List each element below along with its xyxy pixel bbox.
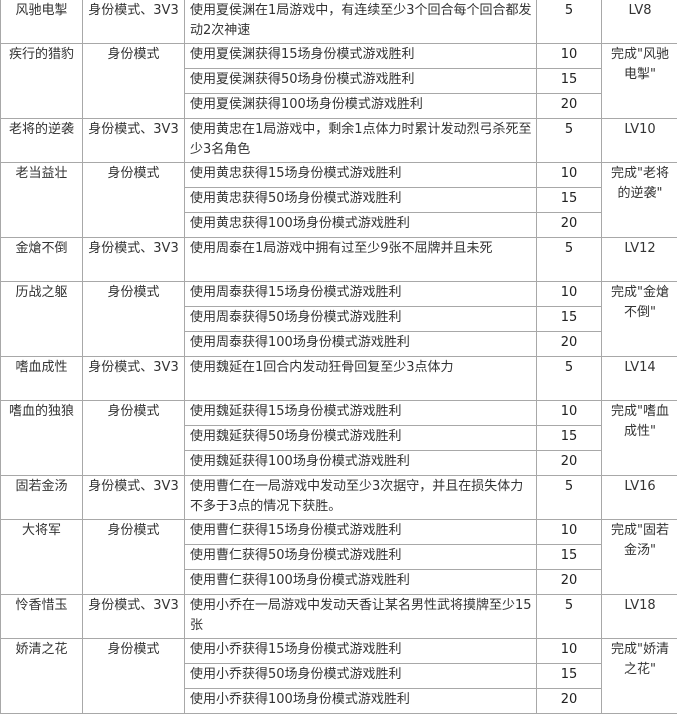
task-points: 5: [537, 357, 602, 401]
unlock-requirement: LV14: [602, 357, 677, 401]
task-points: 10: [537, 44, 602, 69]
task-description: 使用魏延获得15场身份模式游戏胜利: [185, 401, 537, 426]
unlock-requirement: 完成"固若金汤": [602, 520, 677, 595]
task-description: 使用黄忠获得50场身份模式游戏胜利: [185, 188, 537, 213]
task-points: 10: [537, 282, 602, 307]
unlock-requirement: LV12: [602, 238, 677, 282]
task-points: 20: [537, 451, 602, 476]
unlock-requirement: 完成"风驰电掣": [602, 44, 677, 119]
unlock-requirement: LV18: [602, 595, 677, 639]
achievement-mode: 身份模式、3V3: [83, 119, 185, 163]
task-points: 5: [537, 238, 602, 282]
achievement-name: 历战之躯: [1, 282, 83, 357]
unlock-requirement: 完成"娇清之花": [602, 639, 677, 714]
achievement-name: 老当益壮: [1, 163, 83, 238]
task-points: 10: [537, 401, 602, 426]
task-description: 使用夏侯渊获得15场身份模式游戏胜利: [185, 44, 537, 69]
task-points: 15: [537, 307, 602, 332]
achievement-mode: 身份模式、3V3: [83, 0, 185, 44]
achievement-mode: 身份模式: [83, 520, 185, 595]
task-points: 20: [537, 570, 602, 595]
task-description: 使用夏侯渊在1局游戏中，有连续至少3个回合每个回合都发动2次神速: [185, 0, 537, 44]
task-points: 20: [537, 689, 602, 714]
unlock-requirement: LV10: [602, 119, 677, 163]
achievement-name: 嗜血成性: [1, 357, 83, 401]
task-description: 使用魏延获得100场身份模式游戏胜利: [185, 451, 537, 476]
task-description: 使用周泰在1局游戏中拥有过至少9张不屈牌并且未死: [185, 238, 537, 282]
achievement-mode: 身份模式、3V3: [83, 595, 185, 639]
achievement-name: 固若金汤: [1, 476, 83, 520]
achievement-name: 金熗不倒: [1, 238, 83, 282]
achievement-mode: 身份模式、3V3: [83, 476, 185, 520]
achievement-mode: 身份模式: [83, 163, 185, 238]
task-description: 使用魏延获得50场身份模式游戏胜利: [185, 426, 537, 451]
task-points: 15: [537, 69, 602, 94]
task-points: 20: [537, 332, 602, 357]
unlock-requirement: 完成"金熗不倒": [602, 282, 677, 357]
task-description: 使用小乔获得15场身份模式游戏胜利: [185, 639, 537, 664]
task-description: 使用黄忠获得100场身份模式游戏胜利: [185, 213, 537, 238]
task-description: 使用夏侯渊获得100场身份模式游戏胜利: [185, 94, 537, 119]
task-description: 使用黄忠在1局游戏中，剩余1点体力时累计发动烈弓杀死至少3名角色: [185, 119, 537, 163]
unlock-requirement: LV16: [602, 476, 677, 520]
achievement-mode: 身份模式: [83, 282, 185, 357]
task-description: 使用小乔在一局游戏中发动天香让某名男性武将摸牌至少15张: [185, 595, 537, 639]
task-description: 使用曹仁在一局游戏中发动至少3次据守，并且在损失体力不多于3点的情况下获胜。: [185, 476, 537, 520]
task-description: 使用周泰获得15场身份模式游戏胜利: [185, 282, 537, 307]
achievement-name: 大将军: [1, 520, 83, 595]
task-points: 10: [537, 639, 602, 664]
task-points: 5: [537, 476, 602, 520]
unlock-requirement: 完成"老将的逆袭": [602, 163, 677, 238]
task-description: 使用黄忠获得15场身份模式游戏胜利: [185, 163, 537, 188]
achievement-mode: 身份模式: [83, 44, 185, 119]
unlock-requirement: LV8: [602, 0, 677, 44]
task-points: 5: [537, 119, 602, 163]
achievement-mode: 身份模式、3V3: [83, 357, 185, 401]
achievement-mode: 身份模式: [83, 401, 185, 476]
task-points: 5: [537, 0, 602, 44]
task-description: 使用周泰获得100场身份模式游戏胜利: [185, 332, 537, 357]
achievement-mode: 身份模式、3V3: [83, 238, 185, 282]
task-points: 15: [537, 188, 602, 213]
achievement-mode: 身份模式: [83, 639, 185, 714]
achievement-name: 怜香惜玉: [1, 595, 83, 639]
task-points: 20: [537, 213, 602, 238]
task-points: 10: [537, 163, 602, 188]
task-points: 15: [537, 664, 602, 689]
task-description: 使用曹仁获得100场身份模式游戏胜利: [185, 570, 537, 595]
task-points: 15: [537, 545, 602, 570]
task-description: 使用曹仁获得50场身份模式游戏胜利: [185, 545, 537, 570]
task-points: 20: [537, 94, 602, 119]
achievement-name: 嗜血的独狼: [1, 401, 83, 476]
task-description: 使用周泰获得50场身份模式游戏胜利: [185, 307, 537, 332]
task-description: 使用夏侯渊获得50场身份模式游戏胜利: [185, 69, 537, 94]
achievement-name: 疾行的猎豹: [1, 44, 83, 119]
task-description: 使用魏延在1回合内发动狂骨回复至少3点体力: [185, 357, 537, 401]
task-description: 使用小乔获得100场身份模式游戏胜利: [185, 689, 537, 714]
task-points: 10: [537, 520, 602, 545]
task-points: 5: [537, 595, 602, 639]
task-description: 使用小乔获得50场身份模式游戏胜利: [185, 664, 537, 689]
unlock-requirement: 完成"嗜血成性": [602, 401, 677, 476]
achievement-name: 老将的逆袭: [1, 119, 83, 163]
achievement-name: 风驰电掣: [1, 0, 83, 44]
task-description: 使用曹仁获得15场身份模式游戏胜利: [185, 520, 537, 545]
achievement-name: 娇清之花: [1, 639, 83, 714]
task-points: 15: [537, 426, 602, 451]
